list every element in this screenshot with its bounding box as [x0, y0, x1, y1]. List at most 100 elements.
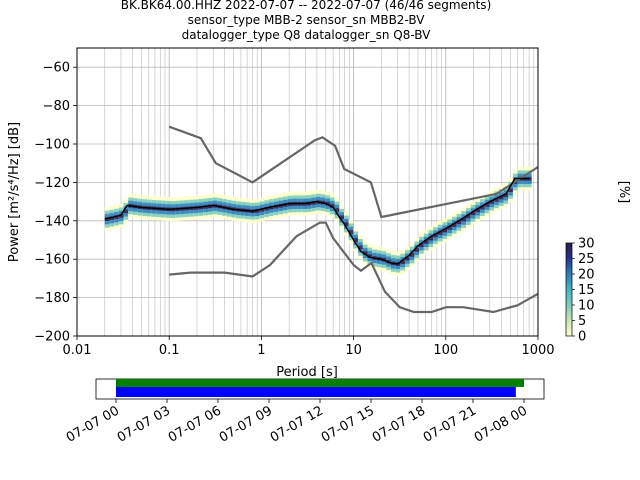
psd-cell — [466, 217, 471, 222]
psd-cell — [348, 236, 354, 241]
psd-cell — [170, 197, 176, 202]
psd-cell — [428, 243, 434, 248]
psd-cell — [376, 253, 382, 258]
psd-cell — [367, 247, 373, 252]
x-axis-ticks: 0.01 0.1 1 10 100 1000 — [63, 336, 555, 358]
psd-cell — [400, 249, 406, 254]
psd-cell — [386, 269, 391, 274]
psd-cell — [175, 213, 180, 218]
psd-cell — [207, 214, 213, 219]
psd-cell — [137, 208, 143, 213]
psd-cell — [503, 193, 509, 198]
psd-cell — [405, 256, 410, 261]
psd-cell — [184, 209, 190, 214]
psd-cell — [442, 224, 448, 229]
psd-cell — [109, 209, 115, 214]
psd-cell — [156, 213, 162, 218]
psd-cell — [301, 204, 307, 209]
psd-cell — [268, 215, 274, 220]
psd-cell — [240, 204, 246, 209]
psd-cell — [283, 209, 288, 214]
psd-cell — [292, 204, 298, 209]
psd-cell — [315, 209, 321, 214]
psd-cell — [386, 255, 391, 260]
psd-cell — [161, 196, 166, 201]
psd-cell — [287, 211, 293, 216]
psd-cell — [372, 248, 377, 253]
psd-cell — [329, 210, 335, 215]
psd-cell — [268, 201, 274, 206]
psd-cell — [470, 221, 476, 226]
psd-cell — [292, 211, 298, 216]
psd-cell — [264, 216, 269, 221]
timeline-tick-label: 07-07 18 — [370, 403, 428, 445]
psd-cell — [259, 197, 265, 202]
psd-cell — [358, 238, 363, 243]
x-axis-label: Period [s] — [276, 365, 338, 380]
psd-cell — [236, 197, 241, 202]
psd-cell — [390, 257, 396, 262]
psd-cell — [137, 194, 143, 199]
psd-cell — [442, 238, 448, 243]
psd-cell — [494, 197, 499, 202]
psd-cell — [240, 214, 246, 219]
psd-cell — [447, 218, 452, 223]
psd-cell — [128, 210, 133, 215]
x-tick-label: 10 — [345, 343, 362, 358]
psd-cell — [475, 201, 481, 206]
psd-cell — [419, 232, 424, 237]
timeline-tick-label: 07-07 00 — [64, 403, 122, 445]
psd-cell — [259, 210, 265, 215]
psd-cell — [470, 217, 476, 222]
colorbar-tick-label: 25 — [578, 252, 595, 267]
timeline-tick-label: 07-07 15 — [319, 403, 377, 445]
psd-cell — [226, 202, 232, 207]
psd-cell — [142, 212, 147, 217]
y-tick-label: −60 — [43, 61, 70, 76]
y-tick-label: −200 — [34, 330, 70, 345]
psd-cell — [522, 166, 528, 171]
psd-cell — [423, 229, 429, 234]
psd-cell — [344, 231, 349, 236]
psd-cell — [376, 246, 382, 251]
nlnm-line — [169, 221, 538, 314]
psd-cell — [527, 176, 532, 181]
psd-cell — [156, 203, 162, 208]
psd-cell — [165, 203, 171, 208]
psd-cell — [250, 198, 255, 203]
psd-cell — [283, 212, 288, 217]
psd-cell — [400, 256, 406, 261]
psd-cell — [494, 187, 499, 192]
psd-cell — [367, 253, 373, 258]
psd-cell — [470, 201, 476, 206]
colorbar-tick-label: 30 — [578, 237, 595, 252]
psd-cell — [203, 201, 208, 206]
psd-cell — [494, 200, 499, 205]
psd-cell — [466, 220, 471, 225]
psd-cell — [245, 211, 251, 216]
psd-cell — [381, 264, 387, 269]
psd-cell — [414, 254, 420, 259]
psd-cell — [376, 263, 382, 268]
psd-cell — [128, 196, 133, 201]
psd-cell — [414, 251, 420, 256]
psd-cell — [137, 198, 143, 203]
psd-cell — [489, 209, 495, 214]
psd-cell — [325, 201, 330, 206]
psd-cell — [320, 203, 326, 208]
psd-cell — [259, 204, 265, 209]
psd-cell — [254, 205, 260, 210]
psd-cell — [236, 217, 241, 222]
psd-cell — [320, 193, 326, 198]
psd-cell — [170, 200, 176, 205]
psd-cell — [339, 225, 345, 230]
psd-cell — [503, 189, 509, 194]
psd-cell — [451, 232, 457, 237]
psd-cell — [494, 204, 499, 209]
psd-cell — [329, 207, 335, 212]
colorbar-tick-label: 15 — [578, 283, 595, 298]
psd-cell — [297, 191, 302, 196]
psd-cell — [325, 208, 330, 213]
psd-cell — [109, 222, 115, 227]
